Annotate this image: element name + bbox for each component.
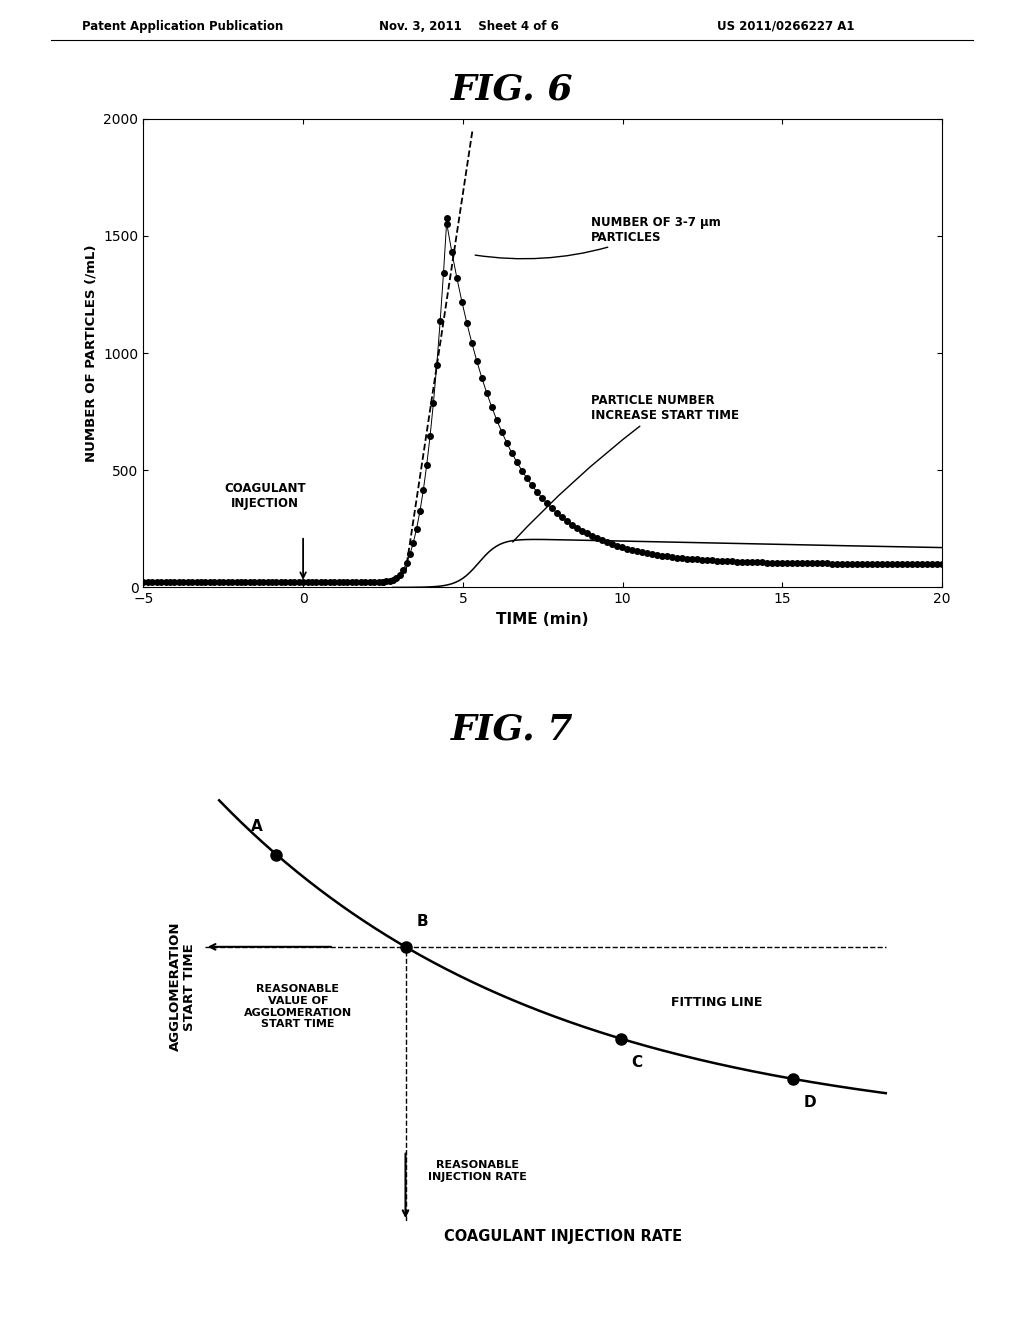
Text: C: C xyxy=(631,1055,642,1069)
Y-axis label: AGGLOMERATION
START TIME: AGGLOMERATION START TIME xyxy=(169,921,197,1052)
Text: Patent Application Publication: Patent Application Publication xyxy=(82,20,284,33)
Text: A: A xyxy=(252,820,263,834)
X-axis label: COAGULANT INJECTION RATE: COAGULANT INJECTION RATE xyxy=(444,1229,682,1245)
Text: PARTICLE NUMBER
INCREASE START TIME: PARTICLE NUMBER INCREASE START TIME xyxy=(513,393,738,543)
Text: B: B xyxy=(416,913,428,929)
Text: REASONABLE
INJECTION RATE: REASONABLE INJECTION RATE xyxy=(428,1160,526,1181)
Text: D: D xyxy=(803,1094,816,1110)
Text: COAGULANT
INJECTION: COAGULANT INJECTION xyxy=(224,482,305,510)
Text: NUMBER OF 3-7 μm
PARTICLES: NUMBER OF 3-7 μm PARTICLES xyxy=(475,215,721,259)
Text: Nov. 3, 2011    Sheet 4 of 6: Nov. 3, 2011 Sheet 4 of 6 xyxy=(379,20,559,33)
Text: FITTING LINE: FITTING LINE xyxy=(671,995,762,1008)
Text: FIG. 7: FIG. 7 xyxy=(451,713,573,747)
Text: US 2011/0266227 A1: US 2011/0266227 A1 xyxy=(717,20,854,33)
Text: REASONABLE
VALUE OF
AGGLOMERATION
START TIME: REASONABLE VALUE OF AGGLOMERATION START … xyxy=(244,985,352,1030)
X-axis label: TIME (min): TIME (min) xyxy=(497,611,589,627)
Y-axis label: NUMBER OF PARTICLES (/mL): NUMBER OF PARTICLES (/mL) xyxy=(85,244,98,462)
Text: FIG. 6: FIG. 6 xyxy=(451,73,573,107)
